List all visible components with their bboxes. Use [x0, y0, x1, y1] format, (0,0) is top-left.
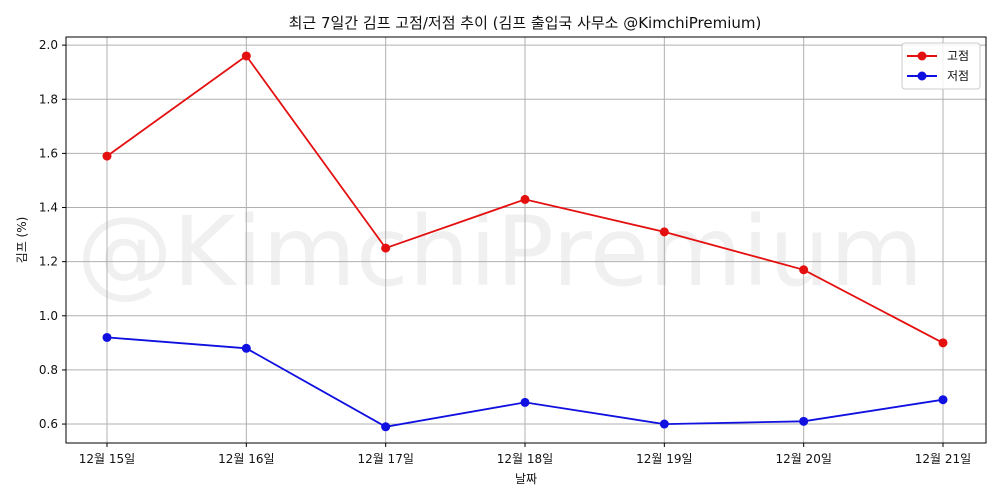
- y-tick-label: 2.0: [39, 38, 58, 52]
- y-tick-label: 1.2: [39, 255, 58, 269]
- data-point-1-2: [381, 422, 391, 432]
- data-point-0-1: [241, 51, 251, 61]
- data-point-0-0: [102, 151, 112, 161]
- grid-layer: [66, 37, 986, 443]
- x-tick-label: 12월 20일: [775, 452, 831, 466]
- y-tick-label: 1.8: [39, 92, 58, 106]
- legend-marker-high: [917, 51, 927, 61]
- x-tick-label: 12월 16일: [218, 452, 274, 466]
- data-point-1-0: [102, 332, 112, 342]
- chart-title: 최근 7일간 김프 고점/저점 추이 (김프 출입국 사무소 @KimchiPr…: [289, 14, 762, 32]
- y-tick-label: 0.6: [39, 417, 58, 431]
- y-tick-label: 0.8: [39, 363, 58, 377]
- data-point-1-5: [799, 416, 809, 426]
- x-tick-label: 12월 21일: [915, 452, 971, 466]
- y-tick-label: 1.4: [39, 201, 58, 215]
- watermark-text: @KimchiPremium: [77, 196, 924, 308]
- x-tick-label: 12월 17일: [357, 452, 413, 466]
- y-tick-label: 1.6: [39, 146, 58, 160]
- y-axis-label: 김프 (%): [15, 217, 29, 264]
- legend-label-low: 저점: [947, 69, 969, 83]
- x-tick-label: 12월 15일: [79, 452, 135, 466]
- legend-label-high: 고점: [947, 49, 969, 63]
- data-point-0-6: [938, 338, 948, 348]
- data-point-0-5: [799, 265, 809, 275]
- data-point-0-4: [659, 227, 669, 237]
- data-point-1-4: [659, 419, 669, 429]
- legend: 고점 저점: [901, 42, 981, 90]
- data-point-1-1: [241, 343, 251, 353]
- series-layer: [102, 51, 948, 432]
- y-tick-label: 1.0: [39, 309, 58, 323]
- legend-marker-low: [917, 71, 927, 81]
- plot-frame: [65, 36, 987, 444]
- data-point-1-6: [938, 395, 948, 405]
- data-point-1-3: [520, 397, 530, 407]
- data-point-0-3: [520, 194, 530, 204]
- data-point-0-2: [381, 243, 391, 253]
- tick-layer: 12월 15일 12월 16일 12월 17일 12월 18일 12월 19일 12월 2…: [39, 38, 971, 466]
- x-tick-label: 12월 19일: [636, 452, 692, 466]
- x-tick-label: 12월 18일: [497, 452, 553, 466]
- x-axis-label: 날짜: [515, 472, 537, 486]
